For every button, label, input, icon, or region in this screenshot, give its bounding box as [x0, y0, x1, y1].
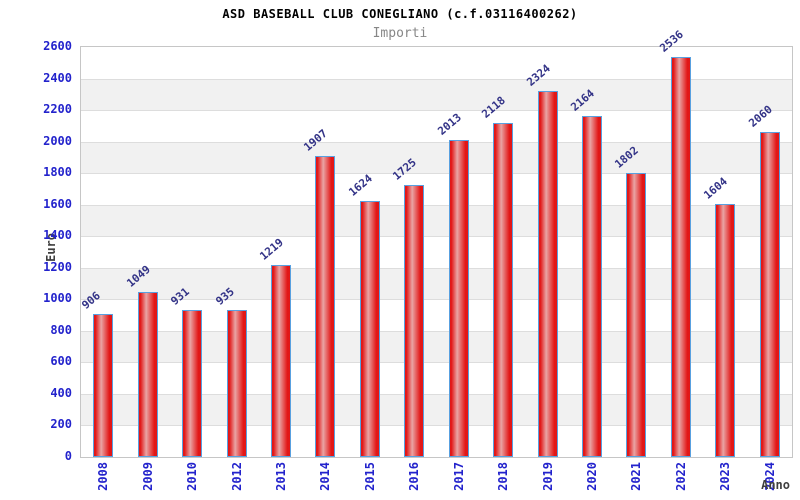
- bar-value-label: 2013: [435, 110, 464, 138]
- bar-2023: [715, 204, 736, 457]
- x-tick-label: 2010: [185, 462, 200, 491]
- gridline: [81, 299, 792, 301]
- x-tick-label: 2021: [629, 462, 644, 491]
- y-tick-label: 1400: [43, 228, 72, 243]
- gridline: [81, 173, 792, 175]
- bar-2022: [670, 57, 691, 457]
- x-tick-label: 2022: [673, 462, 688, 491]
- bar-2018: [493, 123, 514, 457]
- gridline: [81, 267, 792, 269]
- x-tick-label: 2014: [318, 462, 333, 491]
- y-tick-label: 600: [50, 354, 72, 369]
- bar-value-label: 1604: [701, 174, 731, 202]
- bar-value-label: 1624: [346, 171, 375, 199]
- y-axis-tick-labels: 0 200 400 600 800 1000 1200 1400 1600 1800 2000 220…: [0, 39, 72, 463]
- x-axis-title: Anno: [761, 478, 790, 492]
- y-tick-label: 1600: [43, 196, 72, 211]
- y-tick-label: 2400: [43, 70, 72, 85]
- y-tick-label: 1000: [43, 291, 72, 306]
- bar-value-label: 1219: [257, 235, 286, 263]
- chart-subtitle: Importi: [372, 26, 428, 41]
- bar-2020: [582, 115, 603, 457]
- bar-2016: [404, 184, 425, 457]
- y-tick-label: 2200: [43, 102, 72, 117]
- x-tick-label: 2016: [407, 462, 422, 491]
- bar-2015: [359, 200, 380, 457]
- gridline: [81, 425, 792, 427]
- y-tick-label: 1200: [43, 259, 72, 274]
- bar-2012: [226, 309, 247, 457]
- x-tick-label: 2012: [229, 462, 244, 491]
- gridline: [81, 393, 792, 395]
- bar-2014: [315, 156, 336, 457]
- y-tick-label: 0: [64, 449, 72, 463]
- x-tick-label: 2019: [540, 462, 555, 491]
- x-tick-label: 2018: [496, 462, 511, 491]
- y-tick-label: 400: [50, 385, 72, 400]
- x-axis-tick-labels: 2008 2009 2010 2012 2013 2014 2015 2016 2017 2018…: [80, 462, 793, 500]
- y-tick-label: 200: [50, 417, 72, 432]
- x-tick-label: 2015: [362, 462, 377, 491]
- bar-2021: [626, 172, 647, 457]
- x-tick-label: 2023: [718, 462, 733, 491]
- bar-2008: [93, 314, 114, 457]
- bar-2024: [759, 132, 780, 457]
- bar-2019: [537, 90, 558, 457]
- chart-title: ASD BASEBALL CLUB CONEGLIANO (c.f.031164…: [222, 7, 578, 21]
- gridline: [81, 204, 792, 206]
- gridline: [81, 362, 792, 364]
- bar-2013: [270, 264, 291, 457]
- gridline: [81, 236, 792, 238]
- y-tick-label: 2600: [43, 39, 72, 53]
- bar-2017: [448, 139, 469, 457]
- plot-area: 906 1049 931 935 1219 1907 1624 1725 2013 2118 232…: [80, 28, 793, 458]
- x-tick-label: 2009: [140, 462, 155, 491]
- y-tick-label: 1800: [43, 165, 72, 180]
- x-tick-label: 2008: [96, 462, 111, 491]
- gridline: [81, 78, 792, 80]
- x-tick-label: 2013: [273, 462, 288, 491]
- x-tick-label: 2020: [585, 462, 600, 491]
- x-tick-label: 2017: [451, 462, 466, 491]
- bar-2009: [137, 291, 158, 457]
- y-tick-label: 800: [50, 322, 72, 337]
- bar-2010: [182, 310, 203, 457]
- gridline: [81, 141, 792, 143]
- gridline: [81, 330, 792, 332]
- gridline: [81, 110, 792, 112]
- y-tick-label: 2000: [43, 133, 72, 148]
